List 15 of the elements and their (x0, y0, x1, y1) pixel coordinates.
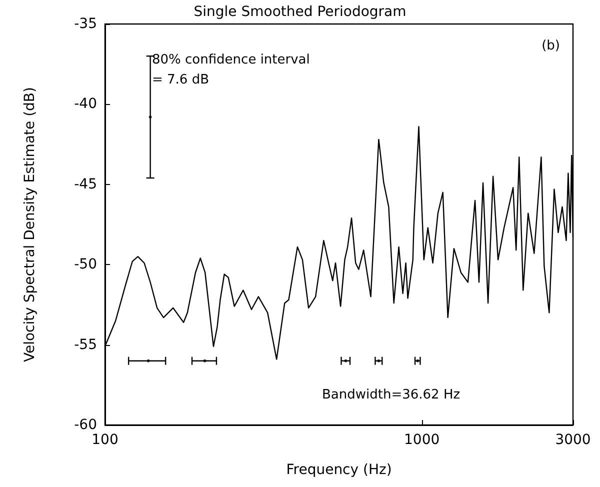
annotation: 80% confidence interval = 7.6 dB (152, 52, 310, 88)
annotation: Bandwidth=36.62 Hz (322, 388, 460, 402)
y-tick-label: -40 (74, 96, 97, 112)
y-tick-label: -50 (74, 256, 97, 273)
y-tick-label: -35 (74, 16, 97, 32)
annotation: (b) (542, 38, 560, 54)
x-tick-label: 3000 (555, 432, 591, 448)
y-tick-label: -45 (74, 176, 97, 192)
y-tick-label: -60 (74, 417, 97, 433)
chart-title: Single Smoothed Periodogram (194, 4, 406, 20)
x-tick-label: 1000 (404, 432, 440, 448)
x-axis-title: Frequency (Hz) (286, 462, 392, 478)
y-tick-label: -55 (74, 336, 97, 353)
y-axis-title: Velocity Spectral Density Estimate (dB) (22, 87, 38, 362)
x-tick-label: 100 (92, 432, 118, 448)
